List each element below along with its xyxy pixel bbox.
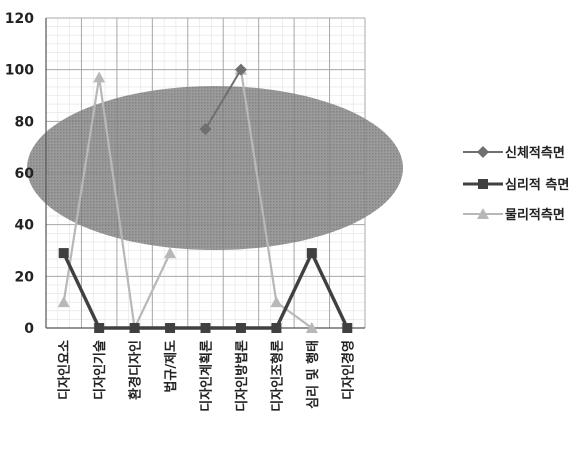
- data-point-marker: [477, 146, 489, 158]
- x-tick-label: 디자인기술: [92, 340, 108, 400]
- legend-label: 물리적측면: [505, 207, 565, 223]
- series-lines: [57, 63, 353, 333]
- data-point-marker: [129, 323, 140, 333]
- highlight-ellipse: [27, 86, 403, 250]
- data-point-marker: [305, 322, 318, 333]
- data-point-marker: [199, 123, 212, 136]
- data-point-marker: [306, 248, 317, 259]
- series-line-2: [62, 251, 349, 330]
- y-tick-label: 60: [15, 166, 35, 182]
- y-tick-label: 20: [15, 269, 35, 285]
- data-point-marker: [94, 323, 105, 333]
- y-tick-label: 40: [15, 218, 35, 234]
- y-tick-label: 120: [5, 11, 34, 27]
- y-tick-label: 100: [5, 63, 34, 79]
- data-point-marker: [234, 63, 247, 76]
- x-tick-label: 디자인요소: [57, 340, 73, 400]
- data-point-marker: [271, 323, 282, 333]
- data-point-marker: [477, 208, 489, 219]
- data-point-marker: [57, 296, 70, 308]
- x-tick-label: 디자인조형론: [269, 340, 285, 412]
- x-tick-label: 디자인경영: [340, 340, 356, 400]
- data-point-marker: [270, 296, 283, 308]
- data-point-marker: [58, 248, 69, 259]
- legend-label: 신체적측면: [505, 145, 565, 161]
- data-point-marker: [478, 179, 488, 189]
- data-point-marker: [165, 323, 176, 333]
- data-point-marker: [164, 247, 177, 259]
- data-point-marker: [93, 71, 106, 83]
- y-tick-label: 80: [15, 114, 35, 130]
- x-tick-label: 디자인방법론: [234, 340, 250, 412]
- x-tick-label: 법규/제도: [163, 340, 179, 393]
- series-line-1: [204, 69, 242, 130]
- x-tick-label: 심리 및 행태: [305, 340, 321, 409]
- y-tick-label: 0: [24, 321, 34, 337]
- x-tick-label: 환경디자인: [128, 340, 144, 400]
- legend-label: 심리적 측면: [505, 177, 569, 193]
- highlight-ellipse-layer: [27, 86, 403, 250]
- data-point-marker: [200, 323, 211, 333]
- x-tick-label: 디자인계획론: [199, 340, 215, 412]
- data-point-marker: [342, 323, 353, 333]
- data-point-marker: [235, 323, 246, 333]
